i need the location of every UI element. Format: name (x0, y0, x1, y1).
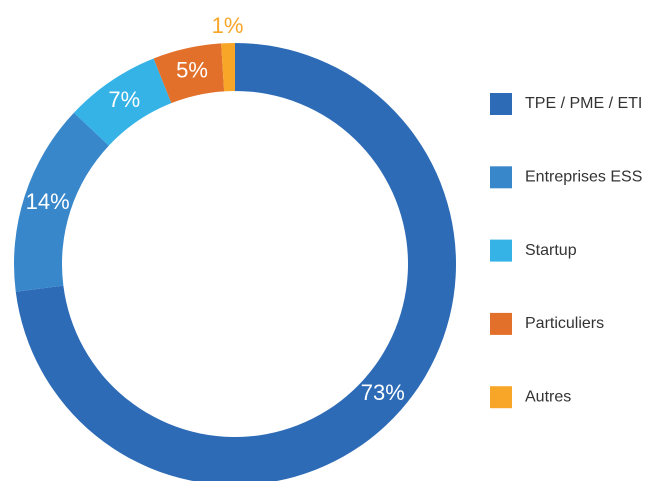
donut-slice (153, 43, 225, 104)
value-label: 5% (176, 58, 208, 83)
legend-label: Startup (525, 242, 577, 259)
donut-slice (221, 43, 235, 92)
legend-label: Particuliers (525, 315, 604, 332)
legend-label: Entreprises ESS (525, 169, 642, 186)
legend-swatch (490, 239, 512, 262)
legend-swatch (490, 386, 512, 409)
value-label: 7% (108, 87, 140, 112)
value-label: 14% (26, 189, 70, 214)
donut-slice (14, 112, 109, 292)
legend-swatch (490, 312, 512, 335)
legend-label: TPE / PME / ETI (525, 95, 642, 112)
donut-slice (73, 58, 172, 146)
legend-swatch (490, 166, 512, 189)
value-label: 73% (361, 380, 405, 405)
value-label: 1% (212, 13, 244, 38)
legend-swatch (490, 93, 512, 115)
legend-label: Autres (525, 388, 571, 405)
